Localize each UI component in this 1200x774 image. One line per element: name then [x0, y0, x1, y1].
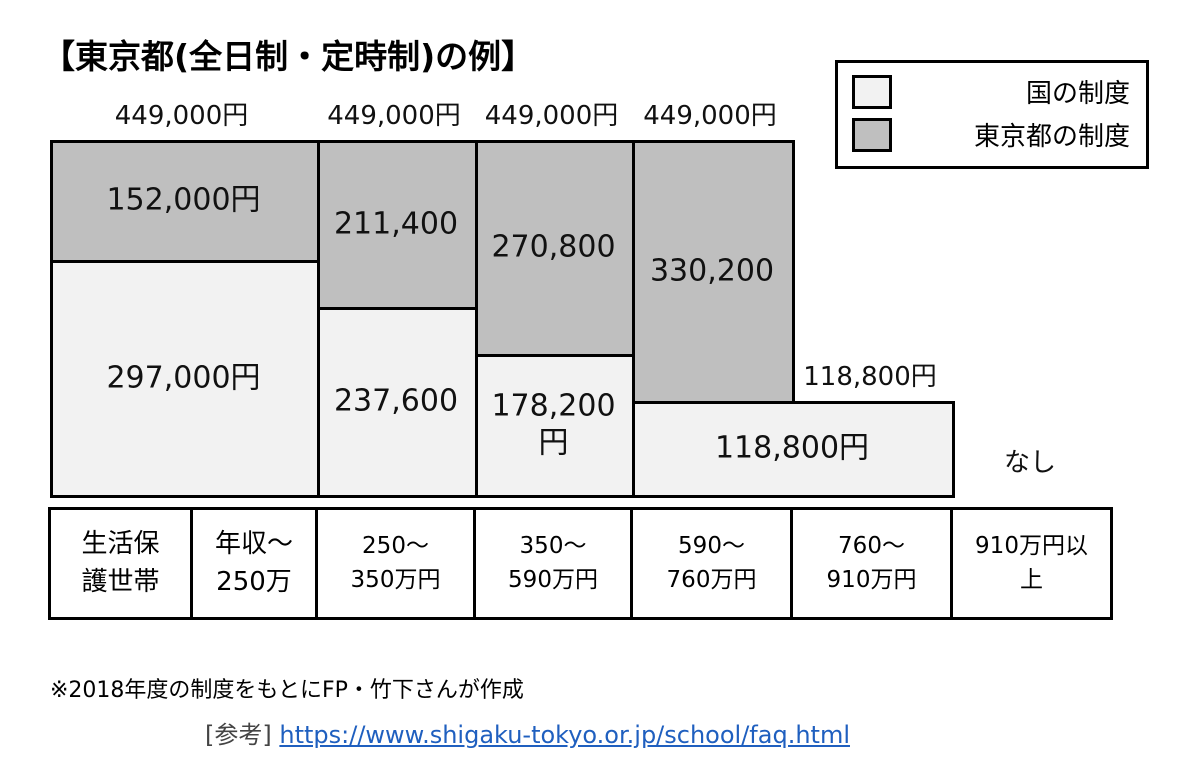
- total-label: 449,000円: [484, 100, 619, 131]
- chart-title: 【東京都(全日制・定時制)の例】: [42, 37, 535, 76]
- value-label: 270,800: [491, 229, 616, 265]
- reference-label: [参考]: [205, 721, 272, 749]
- category-cell: 910万円以 上: [950, 507, 1113, 620]
- bar: [632, 140, 795, 405]
- total-label: 449,000円: [114, 100, 249, 131]
- value-label: 297,000円: [106, 359, 261, 395]
- value-label: 237,600: [333, 383, 459, 419]
- legend-swatch: [852, 75, 892, 109]
- value-label: 330,200: [649, 252, 775, 288]
- reference: [参考] https://www.shigaku-tokyo.or.jp/sch…: [205, 715, 850, 750]
- legend: 国の制度東京都の制度: [835, 60, 1149, 169]
- total-label: 449,000円: [327, 100, 461, 131]
- bar: [50, 140, 320, 264]
- category-cell: 年収〜 250万: [190, 507, 318, 620]
- note: ※2018年度の制度をもとにFP・竹下さんが作成: [50, 678, 524, 703]
- value-label: 211,400: [333, 205, 459, 241]
- bar: [632, 401, 955, 498]
- total-label: 449,000円: [643, 100, 777, 131]
- reference-link[interactable]: https://www.shigaku-tokyo.or.jp/school/f…: [279, 721, 850, 749]
- total-label: 118,800円: [803, 361, 937, 392]
- value-label: 118,800円: [714, 430, 870, 466]
- category-cell: 250〜 350万円: [315, 507, 476, 620]
- legend-swatch: [852, 118, 892, 152]
- value-label: 152,000円: [106, 182, 261, 218]
- category-cell: 590〜 760万円: [630, 507, 793, 620]
- legend-label: 国の制度: [1025, 79, 1130, 109]
- bar: [317, 140, 478, 311]
- none-label: なし: [1003, 447, 1057, 478]
- category-cell: 760〜 910万円: [790, 507, 953, 620]
- category-cell: 生活保 護世帯: [48, 507, 193, 620]
- value-label: 178,200 円: [491, 388, 616, 461]
- legend-label: 東京都の制度: [973, 122, 1130, 152]
- bar: [475, 354, 635, 498]
- bar: [475, 140, 635, 358]
- category-cell: 350〜 590万円: [473, 507, 633, 620]
- bar: [317, 307, 478, 498]
